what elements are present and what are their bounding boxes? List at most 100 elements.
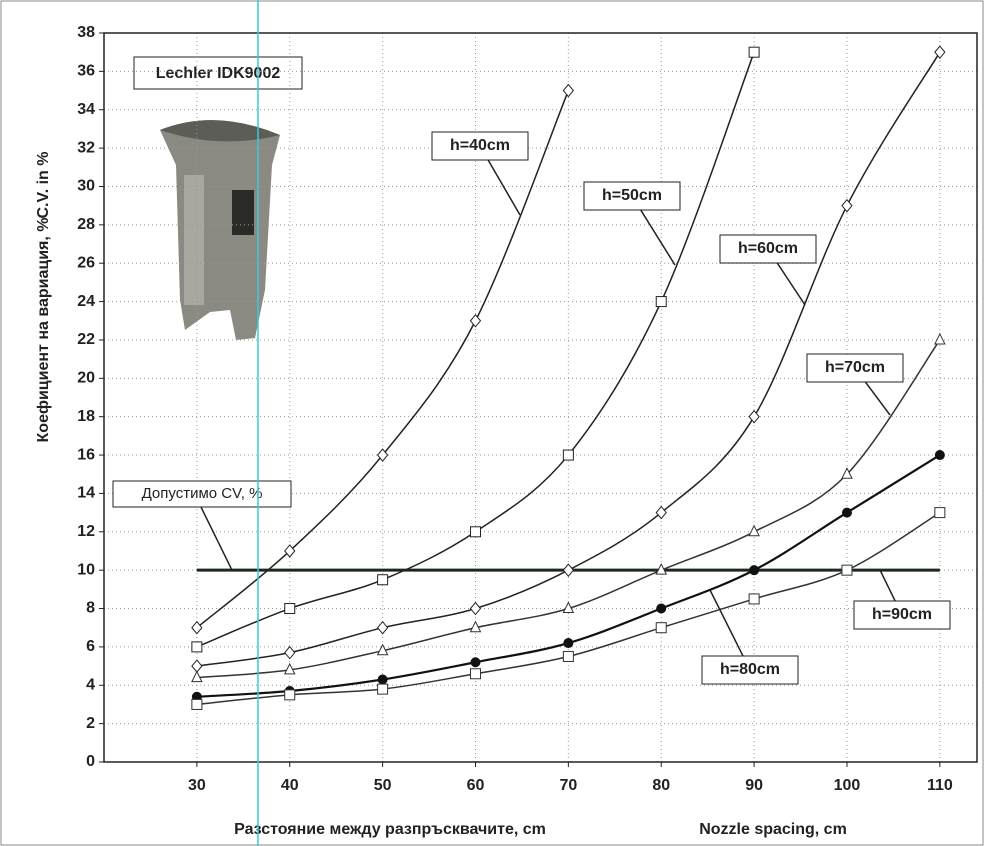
point <box>655 296 667 308</box>
y-tick-label: 26 <box>77 254 95 271</box>
point <box>377 574 389 586</box>
annotation-box <box>133 56 303 90</box>
y-tick-label: 6 <box>86 638 95 655</box>
point <box>562 563 575 577</box>
point <box>469 668 481 680</box>
y-tick-label: 30 <box>77 178 95 195</box>
point <box>655 505 667 520</box>
point <box>841 564 853 576</box>
x-axis-label: Разстояние между разпръсквачите, cm <box>234 821 546 838</box>
y-tick-label: 4 <box>86 676 95 693</box>
point <box>376 643 389 656</box>
point <box>283 662 296 675</box>
point <box>376 620 389 635</box>
series-line <box>196 51 941 667</box>
point <box>470 657 481 668</box>
point <box>655 622 667 634</box>
series-label: h=90cm <box>872 606 932 623</box>
threshold-label: Допустимо CV, % <box>142 485 263 502</box>
y-tick-label: 22 <box>77 331 95 348</box>
point <box>655 563 668 575</box>
y-tick-label: 14 <box>77 485 95 502</box>
y-tick-label: 0 <box>86 753 95 770</box>
point <box>934 507 946 519</box>
y-tick-label: 34 <box>77 101 95 118</box>
y-tick-label: 38 <box>77 24 95 41</box>
point <box>191 620 203 635</box>
y-tick-label: 36 <box>77 63 95 80</box>
series-label-box <box>719 234 817 264</box>
x-tick-label: 100 <box>834 777 861 794</box>
point <box>562 83 575 98</box>
point <box>934 332 946 345</box>
x-tick-label: 80 <box>652 777 670 794</box>
point <box>934 45 946 59</box>
point <box>377 674 388 685</box>
point <box>191 698 203 710</box>
y-tick-label: 12 <box>77 523 95 540</box>
y-tick-label: 24 <box>77 293 95 310</box>
x-tick-label: 110 <box>927 777 953 794</box>
series-line <box>196 339 941 679</box>
point <box>377 683 389 695</box>
point <box>748 593 760 605</box>
y-tick-label: 10 <box>77 561 95 578</box>
nozzle-image <box>160 120 280 340</box>
plot-border <box>103 32 978 763</box>
y-tick-label: 20 <box>77 370 95 387</box>
point <box>562 650 574 662</box>
leader-line <box>199 504 233 571</box>
series-label: h=50cm <box>602 187 662 204</box>
point <box>562 449 574 461</box>
y-axis-label-en: C.V. in % <box>35 152 52 219</box>
point <box>469 601 482 616</box>
point <box>469 313 482 328</box>
series-label: h=40cm <box>450 137 510 154</box>
series-label: h=60cm <box>738 240 798 257</box>
point <box>469 526 481 538</box>
point <box>562 601 575 614</box>
annotation: Lechler IDK9002 <box>156 65 281 82</box>
y-tick-label: 32 <box>77 139 95 156</box>
point <box>191 670 203 683</box>
point <box>656 603 667 614</box>
point <box>841 467 853 479</box>
point <box>749 565 760 576</box>
point <box>284 544 296 558</box>
point <box>284 603 296 615</box>
point <box>748 46 760 58</box>
y-tick-label: 8 <box>86 600 95 617</box>
point <box>284 689 296 701</box>
y-tick-label: 18 <box>77 408 95 425</box>
x-tick-label: 60 <box>467 777 485 794</box>
y-tick-label: 16 <box>77 446 95 463</box>
point <box>841 198 853 213</box>
series-line <box>196 90 570 629</box>
point <box>563 638 574 649</box>
series-label-box <box>431 131 529 161</box>
y-tick-label: 28 <box>77 216 95 233</box>
x-tick-label: 70 <box>559 777 577 794</box>
point <box>841 507 852 518</box>
x-tick-label: 40 <box>281 777 299 794</box>
point <box>284 645 296 660</box>
point <box>934 450 945 461</box>
series-label-box <box>583 181 681 211</box>
point <box>469 620 482 633</box>
x-axis-label-en: Nozzle spacing, cm <box>699 821 847 838</box>
point <box>376 448 389 462</box>
threshold-label-box <box>112 480 292 508</box>
x-tick-label: 50 <box>374 777 392 794</box>
series-label: h=80cm <box>720 661 780 678</box>
series-label: h=70cm <box>825 359 885 376</box>
point <box>748 524 760 537</box>
series-label-box <box>806 353 904 383</box>
x-tick-label: 90 <box>745 777 763 794</box>
x-tick-label: 30 <box>188 777 206 794</box>
point <box>191 641 203 653</box>
series-label-box <box>853 600 951 630</box>
y-axis-label: Коефициент на вариация, % <box>35 218 52 443</box>
